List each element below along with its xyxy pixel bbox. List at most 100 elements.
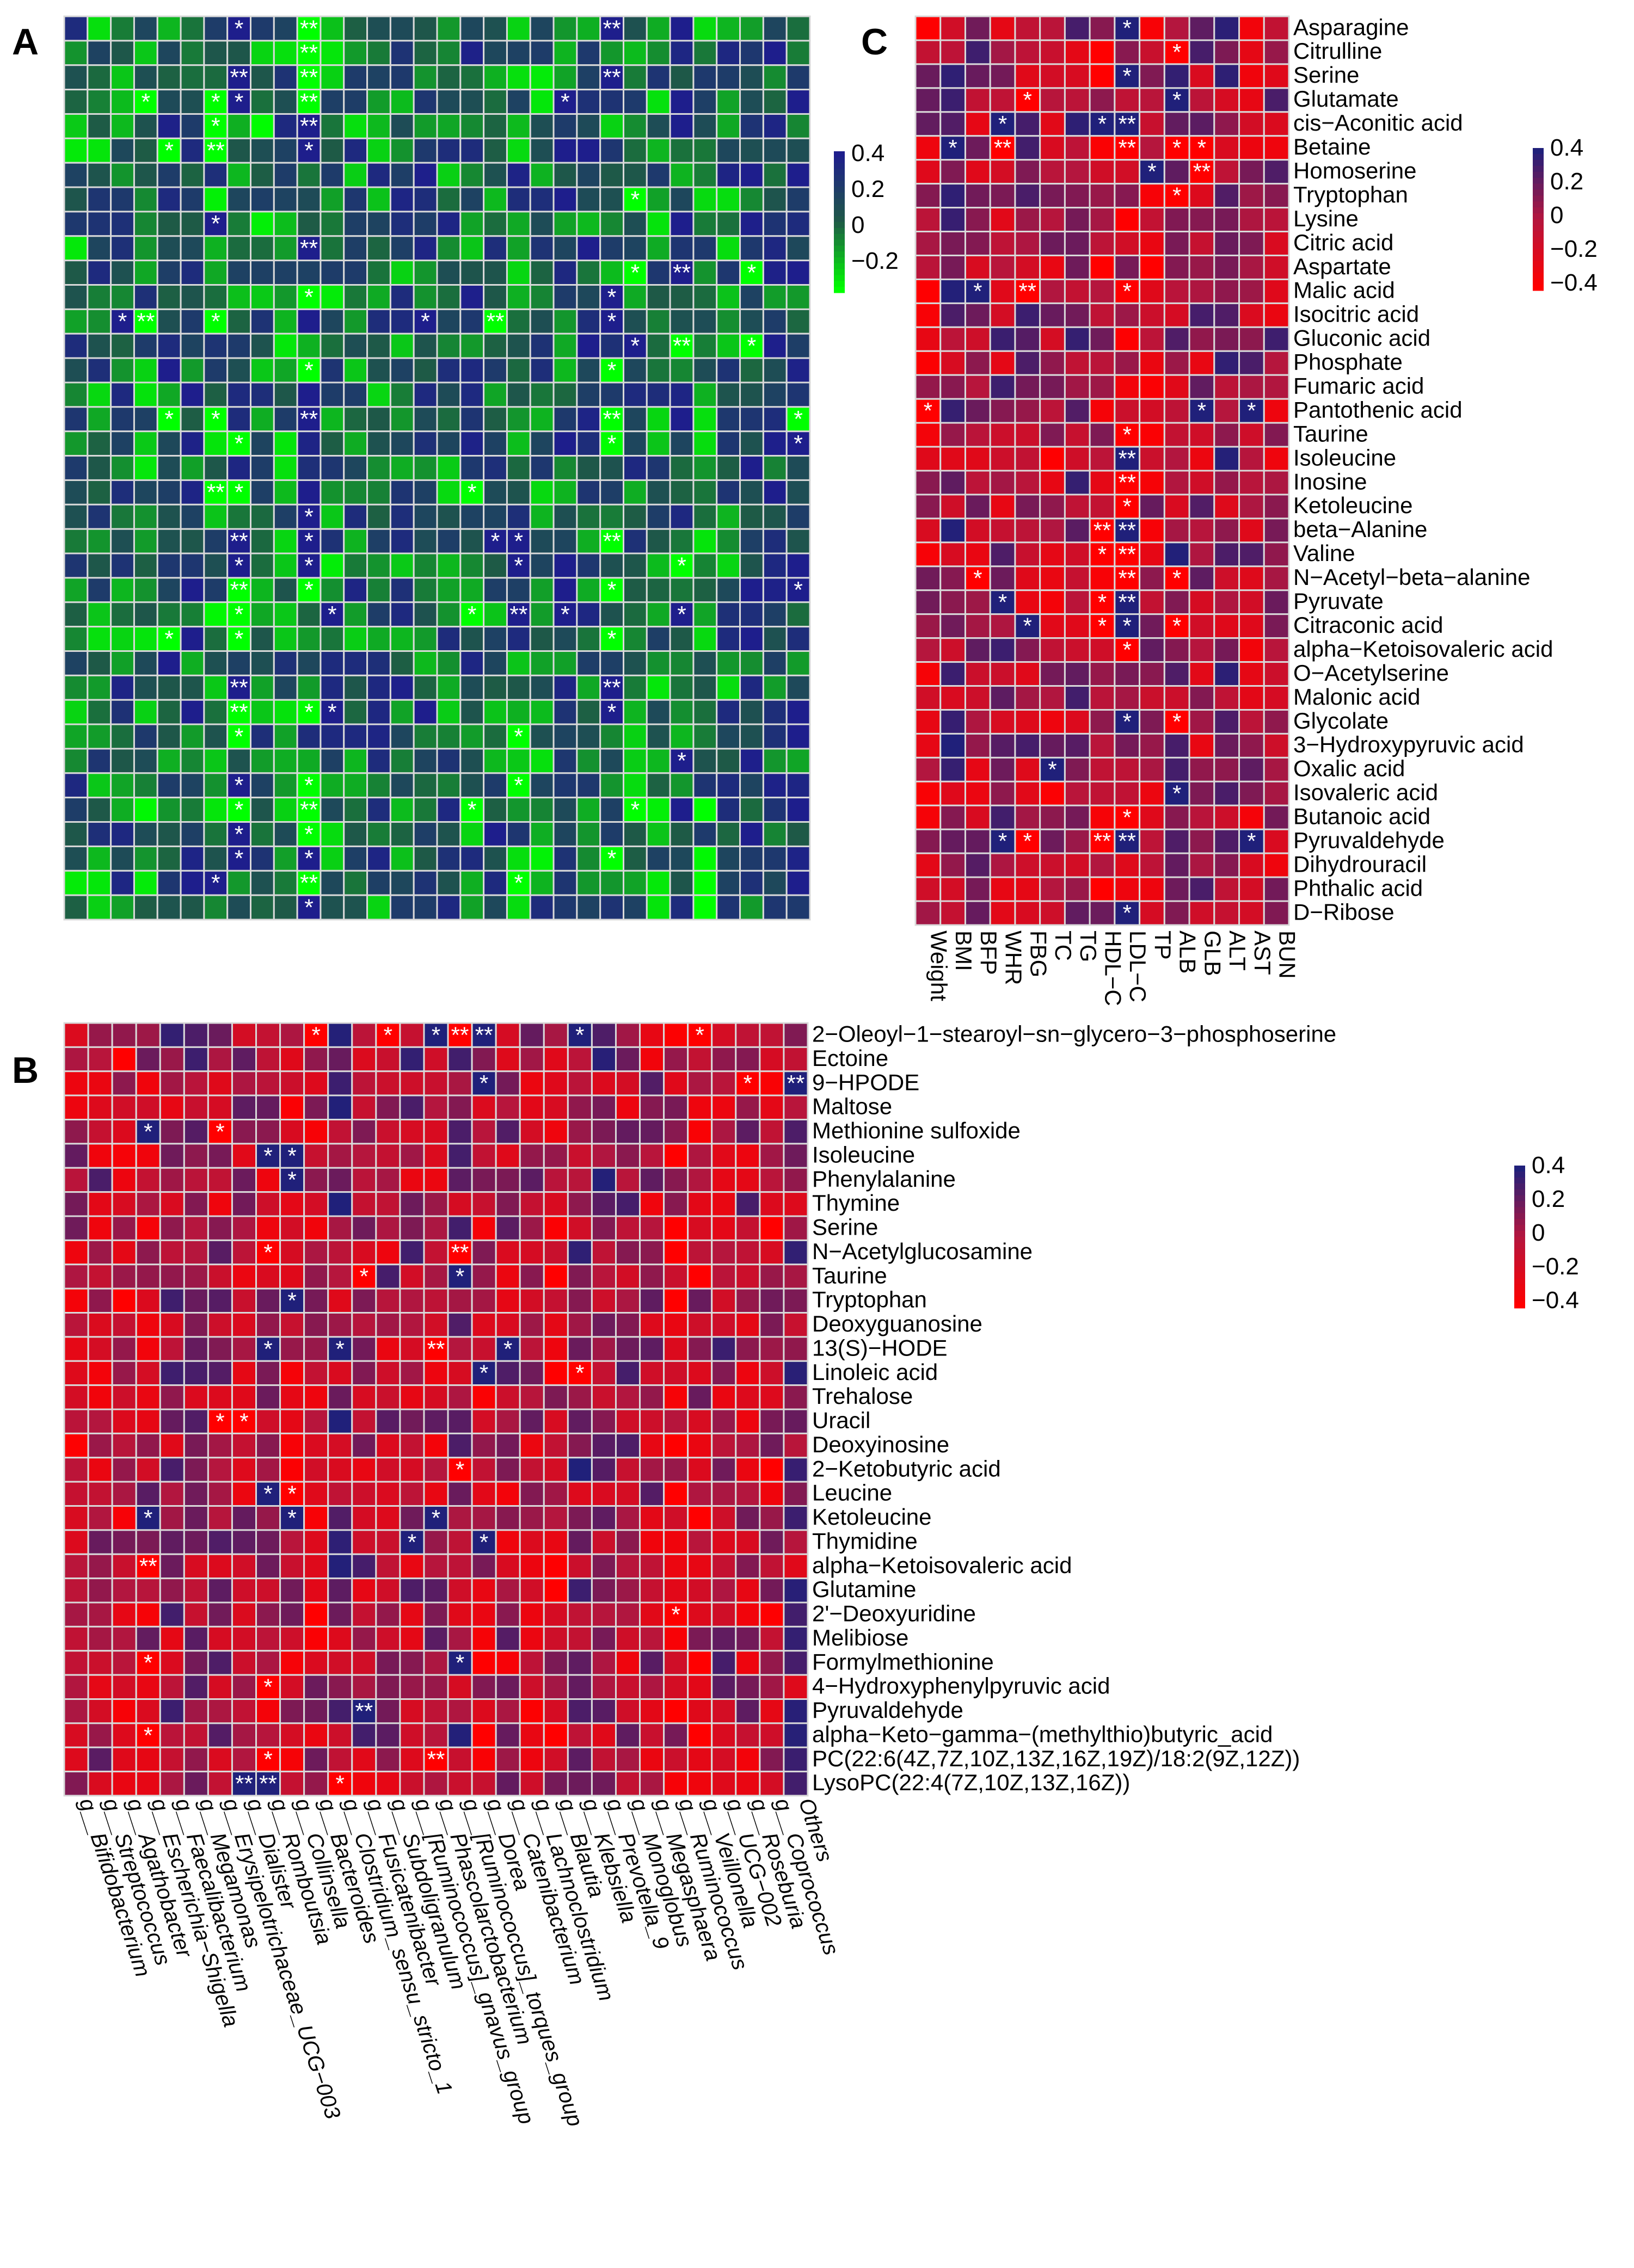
heat-cell (543, 1674, 569, 1700)
heat-cell (759, 1457, 785, 1483)
heat-cell (111, 1698, 137, 1724)
heat-cell (207, 1650, 233, 1676)
heat-cell (692, 113, 718, 139)
significance-mark: * (360, 1264, 368, 1289)
heat-cell (231, 1722, 257, 1748)
heat-cell (63, 1553, 89, 1580)
heat-cell (389, 15, 415, 42)
heat-cell (436, 674, 462, 701)
heat-cell (687, 1601, 713, 1628)
heat-cell (1263, 207, 1290, 233)
heat-cell (436, 601, 462, 628)
heat-cell (87, 455, 112, 481)
heat-cell (459, 284, 485, 310)
heat-cell (576, 894, 601, 921)
heat-cell (989, 422, 1016, 448)
row-label: Phthalic acid (1293, 875, 1423, 901)
heat-cell (1064, 756, 1091, 782)
significance-mark: ** (603, 16, 621, 42)
heat-cell (914, 637, 942, 663)
heat-cell (1014, 39, 1041, 65)
heat-cell (669, 845, 695, 872)
heat-cell (63, 1505, 89, 1531)
heat-cell (133, 455, 158, 481)
heat-cell (1139, 278, 1165, 304)
heat-cell (110, 699, 135, 725)
heat-cell (351, 1625, 377, 1652)
heat-cell (1263, 565, 1290, 591)
heat-cell (1188, 254, 1215, 280)
heat-cell (231, 1577, 257, 1604)
significance-mark: ** (230, 699, 248, 725)
heat-cell (495, 1698, 521, 1724)
heat-cell (785, 89, 811, 115)
heat-cell (591, 1143, 617, 1169)
heat-cell (663, 1505, 689, 1531)
heat-cell (1139, 637, 1165, 663)
heat-cell (646, 503, 671, 530)
heat-cell (1163, 732, 1190, 759)
heat-cell (785, 357, 811, 384)
heat-cell (231, 1432, 257, 1459)
significance-mark: * (514, 724, 524, 750)
heat-cell (436, 650, 462, 676)
heat-cell (1238, 15, 1265, 41)
heat-cell (692, 699, 718, 725)
heat-cell (110, 64, 135, 91)
heat-cell (63, 381, 89, 408)
heat-cell (389, 211, 415, 237)
heat-cell (296, 601, 322, 628)
heat-cell (1139, 685, 1165, 711)
heat-cell (576, 260, 601, 286)
heat-cell (423, 1771, 449, 1797)
heat-cell (180, 772, 205, 799)
heat-cell (250, 528, 275, 554)
heat-cell (914, 422, 942, 448)
heat-cell (1089, 470, 1116, 496)
heat-cell (519, 1432, 545, 1459)
heat-cell (1213, 15, 1240, 41)
heat-cell (1064, 135, 1091, 161)
heat-cell (615, 1481, 641, 1507)
heat-cell (250, 211, 275, 237)
heat-cell (964, 517, 991, 544)
heat-cell (436, 211, 462, 237)
heat-cell (483, 626, 508, 652)
heat-cell (303, 1553, 329, 1580)
heat-cell (989, 231, 1016, 256)
heat-cell (423, 1191, 449, 1217)
heat-cell (273, 137, 298, 164)
heat-cell (739, 870, 764, 896)
heat-cell (989, 278, 1016, 304)
heat-cell (623, 650, 648, 676)
heat-cell (183, 1698, 209, 1724)
heat-cell (576, 650, 601, 676)
heat-cell (495, 1625, 521, 1652)
heat-cell (646, 211, 671, 237)
heat-cell (576, 15, 601, 42)
heat-cell (735, 1191, 761, 1217)
heat-cell (711, 1119, 737, 1145)
heat-cell (739, 748, 764, 774)
heat-cell (1139, 828, 1165, 854)
heat-cell (762, 113, 788, 139)
heat-cell (519, 1167, 545, 1193)
heat-cell (87, 748, 112, 774)
heat-cell (1238, 87, 1265, 113)
heat-cell (87, 1650, 113, 1676)
heat-cell (716, 479, 741, 506)
column-label: WHR (1001, 930, 1027, 985)
heat-cell (964, 374, 991, 400)
heat-cell (687, 1384, 713, 1410)
heat-cell (366, 821, 391, 847)
heat-cell (471, 1722, 497, 1748)
row-label: Citric acid (1293, 230, 1393, 255)
heat-cell (63, 1432, 89, 1459)
heat-cell (989, 828, 1016, 854)
heat-cell (413, 650, 438, 676)
heat-cell (1114, 111, 1141, 137)
heat-cell (296, 772, 322, 799)
heat-cell (436, 748, 462, 774)
heat-cell (87, 1577, 113, 1604)
heat-cell (623, 89, 648, 115)
